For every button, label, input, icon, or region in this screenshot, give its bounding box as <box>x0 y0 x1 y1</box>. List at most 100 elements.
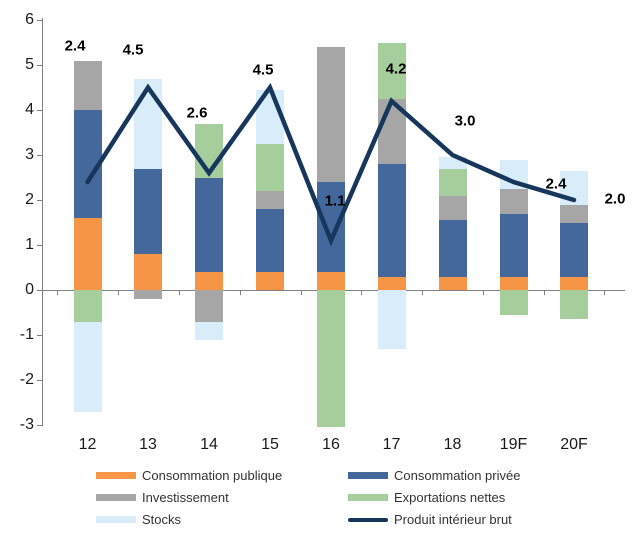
bar-segment <box>377 164 406 277</box>
x-axis-tick <box>57 291 59 295</box>
legend-swatch <box>96 472 136 479</box>
gdp-value-label: 2.6 <box>186 104 208 122</box>
y-axis-tick <box>37 245 42 246</box>
bar-segment <box>560 290 588 320</box>
bar-segment <box>317 47 345 182</box>
x-axis-category-label: 13 <box>139 436 157 453</box>
x-axis-category-label: 19F <box>499 436 528 453</box>
bar-segment <box>317 182 345 272</box>
gdp-value-label: 2.0 <box>604 190 626 208</box>
y-axis-tick <box>37 65 42 66</box>
bar-segment <box>73 60 102 110</box>
gdp-value-label: 3.0 <box>454 112 476 130</box>
x-axis-category-label: 18 <box>443 436 462 453</box>
bar-segment <box>73 290 102 322</box>
bar-segment <box>560 222 588 277</box>
gdp-value-label: 4.2 <box>385 60 407 78</box>
y-axis-tick <box>37 290 42 291</box>
x-axis-tick <box>239 291 241 295</box>
bar-segment <box>73 321 102 412</box>
y-axis-tick <box>37 425 42 426</box>
x-axis-tick <box>361 291 363 295</box>
bar-segment <box>256 143 284 191</box>
x-axis-category-label: 12 <box>78 436 97 453</box>
y-axis-label: -3 <box>19 416 34 433</box>
y-axis-tick <box>37 110 42 111</box>
bar-segment <box>560 204 588 223</box>
bar-segment <box>195 177 223 272</box>
bar-segment <box>317 290 345 428</box>
y-axis-label: 6 <box>25 11 34 28</box>
y-axis-tick <box>37 380 42 381</box>
x-axis-tick <box>604 291 606 295</box>
x-axis-tick <box>178 291 180 295</box>
bar-segment <box>195 290 223 322</box>
bar-segment <box>195 321 223 340</box>
bar-segment <box>438 220 467 277</box>
legend-line-swatch <box>348 517 388 522</box>
bar-segment <box>256 209 284 272</box>
x-axis-tick <box>117 291 119 295</box>
legend-item-label: Consommation privée <box>394 468 521 483</box>
y-axis-tick <box>37 335 42 336</box>
bar-segment <box>256 191 284 209</box>
legend-item-label: Produit intérieur brut <box>394 512 512 527</box>
bar-segment <box>438 195 467 221</box>
gdp-value-label: 4.5 <box>252 61 274 79</box>
bar-segment <box>499 276 528 290</box>
y-axis-label: -2 <box>19 371 34 388</box>
bar-segment <box>499 213 528 277</box>
y-axis-label: 0 <box>25 281 34 298</box>
legend-item-label: Consommation publique <box>142 468 283 483</box>
bar-segment <box>195 123 223 178</box>
x-axis-tick <box>422 291 423 295</box>
bar-segment <box>134 78 162 169</box>
x-axis-category-label: 17 <box>382 436 401 453</box>
legend-item-label: Exportations nettes <box>394 490 506 505</box>
y-axis-label: 4 <box>25 101 34 118</box>
bar-segment <box>317 272 345 290</box>
y-axis-label: 1 <box>25 236 34 253</box>
y-axis-line <box>42 18 43 426</box>
x-axis-category-label: 16 <box>322 436 340 453</box>
gdp-value-label: 2.4 <box>64 37 86 55</box>
legend-swatch <box>96 516 136 523</box>
bar-segment <box>499 188 528 214</box>
bar-segment <box>438 157 467 169</box>
x-axis-category-label: 20F <box>560 436 588 453</box>
bar-segment <box>499 290 528 315</box>
x-axis-category-label: 14 <box>200 436 218 453</box>
y-axis-label: 2 <box>25 191 34 208</box>
x-axis-category-label: 15 <box>261 436 279 453</box>
y-axis-tick <box>37 20 42 21</box>
x-axis-tick <box>483 291 484 295</box>
bar-segment <box>377 42 406 99</box>
gdp-value-label: 2.4 <box>545 175 567 193</box>
y-axis-tick <box>37 155 42 156</box>
y-axis-label: -1 <box>19 326 34 343</box>
legend-item-label: Investissement <box>142 490 229 505</box>
bar-segment <box>560 276 588 290</box>
x-axis-tick <box>300 291 302 295</box>
bar-segment <box>195 272 223 290</box>
x-axis-tick <box>543 291 545 295</box>
bar-segment <box>134 254 162 290</box>
bar-segment <box>377 290 406 349</box>
legend-swatch <box>348 494 388 501</box>
bar-segment <box>438 276 467 290</box>
y-axis-tick <box>37 200 42 201</box>
legend-swatch <box>96 494 136 501</box>
bar-segment <box>438 168 467 196</box>
gdp-value-label: 1.1 <box>324 192 346 210</box>
y-axis-label: 3 <box>25 146 34 163</box>
y-axis-label: 5 <box>25 56 34 73</box>
gdp-value-label: 4.5 <box>122 41 144 59</box>
bar-segment <box>134 168 162 254</box>
legend-swatch <box>348 472 388 479</box>
bar-segment <box>73 218 102 290</box>
bar-segment <box>377 276 406 290</box>
legend-item-label: Stocks <box>142 512 182 527</box>
bar-segment <box>134 290 162 299</box>
